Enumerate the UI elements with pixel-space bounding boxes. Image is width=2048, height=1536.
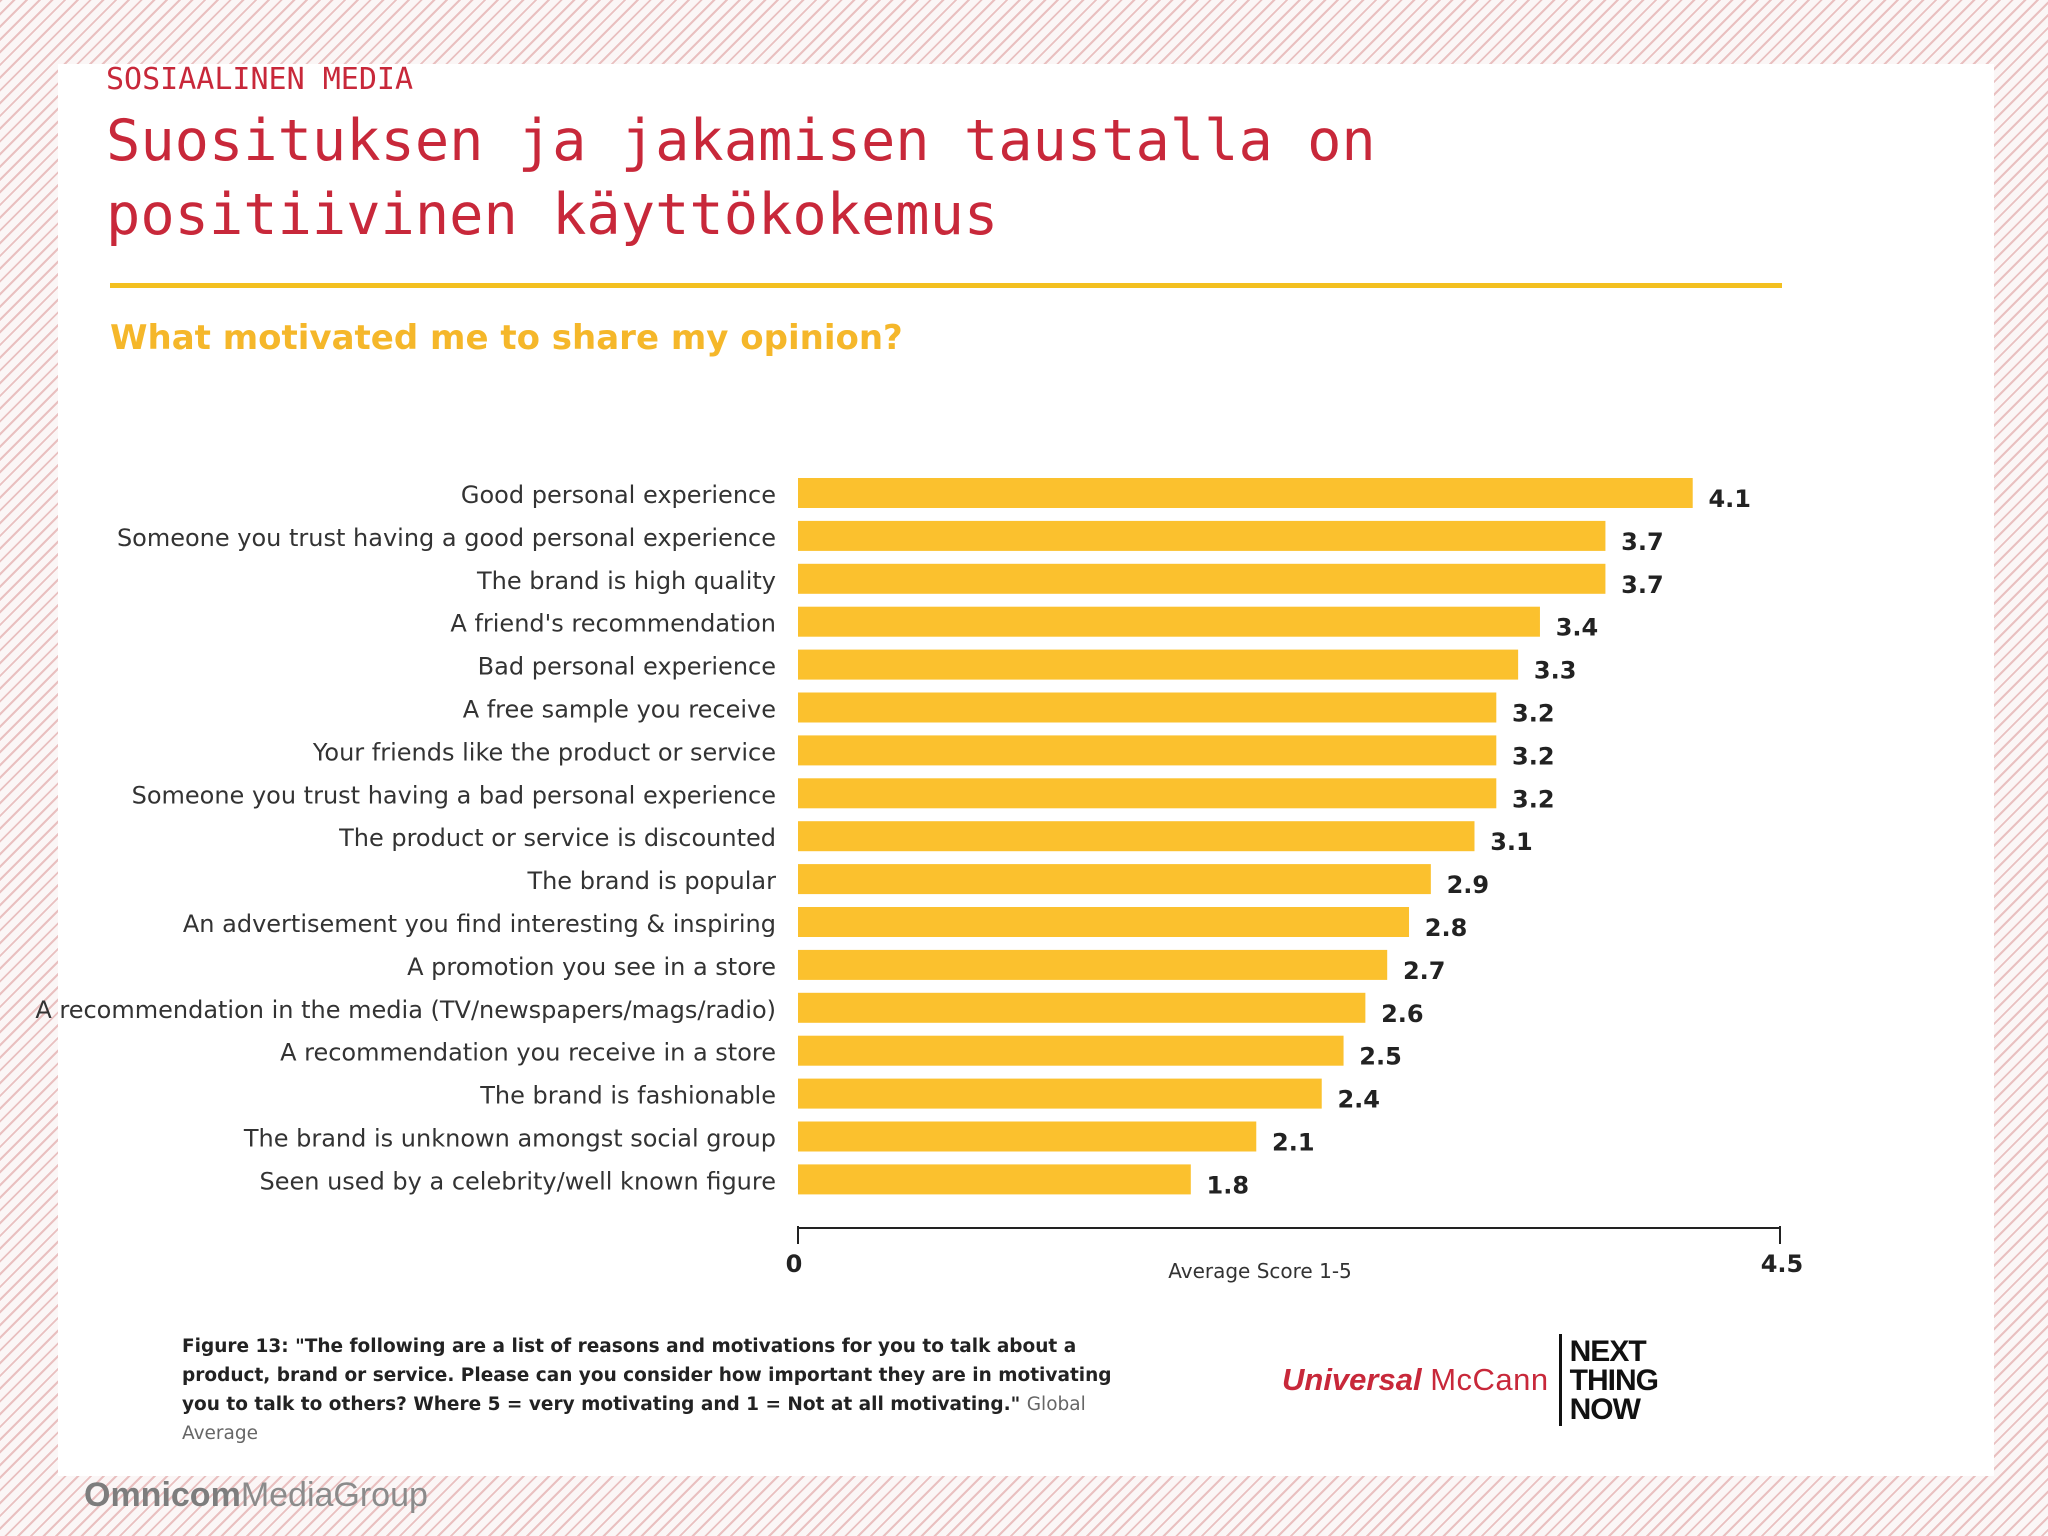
universal-mccann-logo: Universal McCann NEXT THING NOW [1282, 1334, 1659, 1426]
title-divider [110, 283, 1782, 288]
universal-mccann-wordmark: Universal McCann [1282, 1362, 1549, 1398]
brand-ntn-line1: NEXT [1569, 1334, 1647, 1368]
omnicom-media-group-logo: OmnicomMediaGroup [84, 1476, 428, 1515]
brand-ntn-line3: NOW [1569, 1392, 1641, 1426]
chart-title: What motivated me to share my opinion? [110, 318, 903, 358]
slide-title: Suosituksen ja jakamisen taustalla on po… [106, 108, 1376, 248]
footer-omnicom: Omnicom [84, 1476, 241, 1514]
next-thing-now-wordmark: NEXT THING NOW [1569, 1334, 1659, 1426]
caption-text: Figure 13: "The following are a list of … [182, 1336, 1112, 1415]
brand-mccann: McCann [1430, 1362, 1549, 1397]
section-label: SOSIAALINEN MEDIA [106, 62, 414, 97]
brand-ntn-line2: THING [1569, 1363, 1659, 1397]
brand-divider [1558, 1334, 1562, 1426]
brand-universal: Universal [1282, 1362, 1422, 1397]
slide-panel [58, 64, 1994, 1476]
caption-source: Global Average [182, 1394, 1086, 1444]
footer-media-group: MediaGroup [240, 1476, 428, 1514]
figure-caption: Figure 13: "The following are a list of … [182, 1332, 1122, 1448]
